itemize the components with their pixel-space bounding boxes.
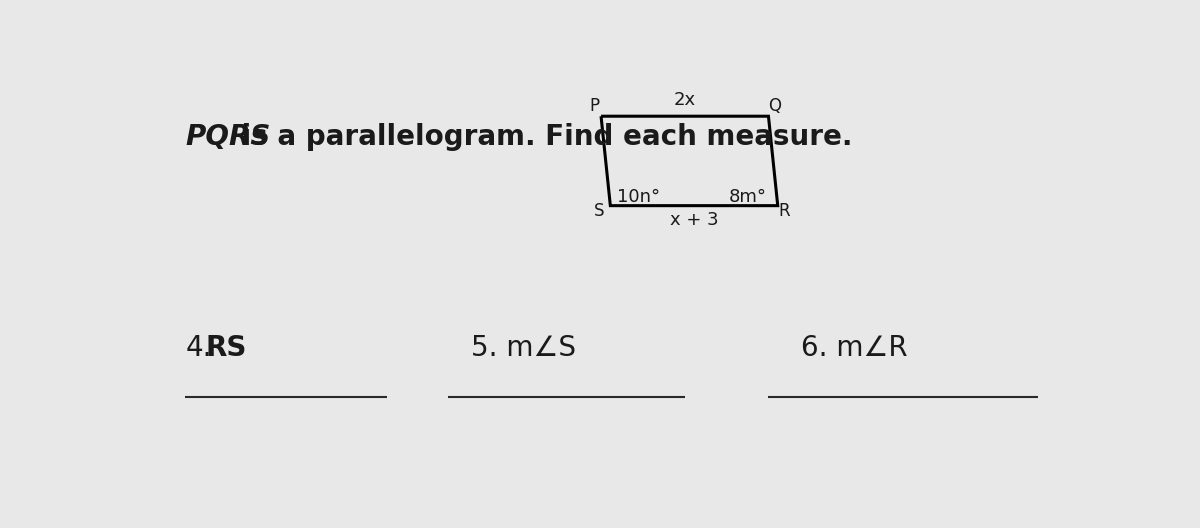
Text: P: P [589, 97, 600, 115]
Text: 8m°: 8m° [728, 188, 767, 206]
Text: 6. m∠R: 6. m∠R [802, 334, 907, 362]
Text: 4.: 4. [185, 334, 212, 362]
Text: 2x: 2x [673, 91, 696, 109]
Text: x + 3: x + 3 [670, 211, 719, 229]
Text: R: R [779, 202, 790, 220]
Text: 10n°: 10n° [617, 188, 660, 206]
Text: S: S [594, 202, 605, 220]
Text: PQRS: PQRS [185, 122, 271, 150]
Text: Q: Q [768, 97, 781, 115]
Text: is a parallelogram. Find each measure.: is a parallelogram. Find each measure. [232, 122, 852, 150]
Text: 5. m∠S: 5. m∠S [470, 334, 576, 362]
Text: RS: RS [206, 334, 247, 362]
